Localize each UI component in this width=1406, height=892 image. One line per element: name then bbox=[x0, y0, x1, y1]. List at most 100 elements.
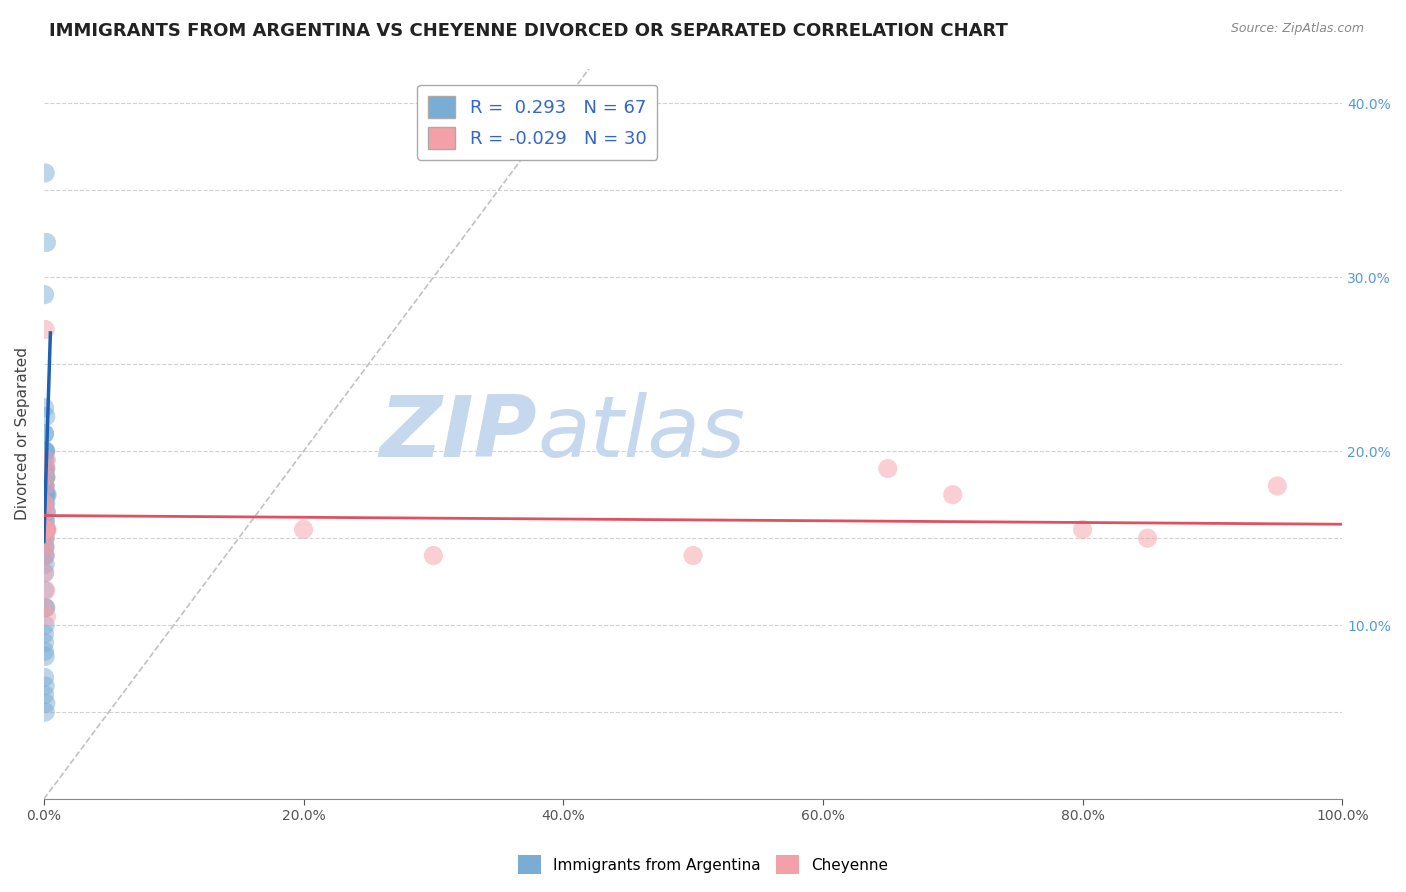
Point bbox=[34, 496, 56, 510]
Point bbox=[1071, 523, 1094, 537]
Point bbox=[34, 488, 56, 502]
Point bbox=[35, 444, 58, 458]
Point bbox=[34, 618, 56, 632]
Point bbox=[35, 496, 58, 510]
Point bbox=[34, 558, 56, 572]
Point bbox=[34, 531, 56, 545]
Point bbox=[34, 523, 56, 537]
Point bbox=[34, 523, 56, 537]
Point bbox=[37, 488, 59, 502]
Point bbox=[35, 470, 58, 484]
Point bbox=[942, 488, 965, 502]
Point bbox=[34, 444, 56, 458]
Point bbox=[34, 322, 56, 336]
Point bbox=[35, 461, 58, 475]
Point bbox=[34, 600, 56, 615]
Point bbox=[35, 523, 58, 537]
Point bbox=[35, 453, 58, 467]
Point bbox=[34, 600, 56, 615]
Point bbox=[34, 670, 56, 684]
Point bbox=[34, 523, 56, 537]
Point bbox=[35, 697, 58, 711]
Point bbox=[34, 523, 56, 537]
Point bbox=[1265, 479, 1288, 493]
Point bbox=[34, 540, 56, 554]
Point bbox=[34, 531, 56, 545]
Point bbox=[34, 479, 56, 493]
Point bbox=[34, 453, 56, 467]
Point bbox=[34, 426, 56, 441]
Point bbox=[34, 496, 56, 510]
Point bbox=[34, 496, 56, 510]
Point bbox=[34, 523, 56, 537]
Point bbox=[422, 549, 444, 563]
Point bbox=[34, 505, 56, 519]
Point bbox=[34, 461, 56, 475]
Point bbox=[34, 705, 56, 719]
Point bbox=[34, 523, 56, 537]
Point bbox=[34, 540, 56, 554]
Legend: Immigrants from Argentina, Cheyenne: Immigrants from Argentina, Cheyenne bbox=[512, 849, 894, 880]
Point bbox=[34, 523, 56, 537]
Point bbox=[34, 514, 56, 528]
Point bbox=[35, 409, 58, 424]
Point bbox=[876, 461, 898, 475]
Y-axis label: Divorced or Separated: Divorced or Separated bbox=[15, 347, 30, 520]
Point bbox=[34, 479, 56, 493]
Point bbox=[34, 426, 56, 441]
Point bbox=[34, 287, 56, 301]
Point bbox=[35, 609, 58, 624]
Point bbox=[34, 523, 56, 537]
Point bbox=[34, 549, 56, 563]
Point bbox=[35, 505, 58, 519]
Point bbox=[34, 627, 56, 641]
Point bbox=[34, 540, 56, 554]
Point bbox=[35, 461, 58, 475]
Point bbox=[35, 470, 58, 484]
Point bbox=[35, 523, 58, 537]
Point bbox=[34, 583, 56, 598]
Point bbox=[34, 688, 56, 702]
Point bbox=[34, 479, 56, 493]
Point bbox=[34, 523, 56, 537]
Text: Source: ZipAtlas.com: Source: ZipAtlas.com bbox=[1230, 22, 1364, 36]
Point bbox=[34, 444, 56, 458]
Text: ZIP: ZIP bbox=[380, 392, 537, 475]
Point bbox=[35, 600, 58, 615]
Point bbox=[34, 461, 56, 475]
Point bbox=[34, 479, 56, 493]
Point bbox=[34, 514, 56, 528]
Point bbox=[34, 566, 56, 580]
Point bbox=[34, 679, 56, 693]
Point bbox=[34, 470, 56, 484]
Point bbox=[34, 644, 56, 658]
Point bbox=[34, 496, 56, 510]
Point bbox=[292, 523, 315, 537]
Point bbox=[34, 401, 56, 415]
Point bbox=[35, 523, 58, 537]
Point bbox=[35, 488, 58, 502]
Point bbox=[34, 461, 56, 475]
Point bbox=[35, 235, 58, 250]
Point bbox=[35, 583, 58, 598]
Point bbox=[35, 523, 58, 537]
Point bbox=[34, 523, 56, 537]
Point bbox=[35, 505, 58, 519]
Point bbox=[34, 444, 56, 458]
Point bbox=[34, 453, 56, 467]
Text: atlas: atlas bbox=[537, 392, 745, 475]
Point bbox=[37, 523, 59, 537]
Point bbox=[1136, 531, 1159, 545]
Point bbox=[34, 488, 56, 502]
Point bbox=[682, 549, 704, 563]
Point bbox=[34, 470, 56, 484]
Point bbox=[34, 635, 56, 649]
Point bbox=[34, 470, 56, 484]
Point bbox=[34, 523, 56, 537]
Point bbox=[34, 549, 56, 563]
Point bbox=[34, 566, 56, 580]
Point bbox=[34, 166, 56, 180]
Point bbox=[34, 523, 56, 537]
Point bbox=[34, 488, 56, 502]
Legend: R =  0.293   N = 67, R = -0.029   N = 30: R = 0.293 N = 67, R = -0.029 N = 30 bbox=[418, 85, 657, 160]
